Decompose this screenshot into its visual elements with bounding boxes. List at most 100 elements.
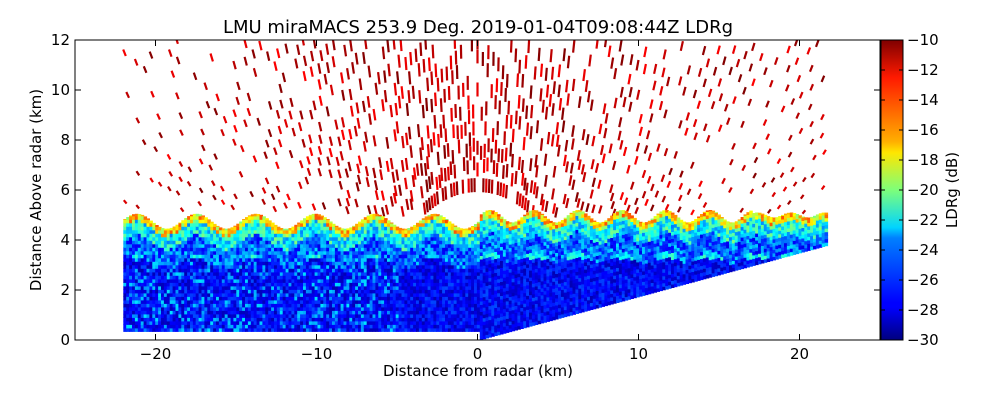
noise-speck	[664, 50, 666, 60]
noise-speck	[568, 56, 569, 69]
noise-speck	[432, 172, 433, 185]
noise-speck	[550, 94, 551, 107]
noise-speck	[333, 56, 335, 67]
noise-speck	[822, 76, 825, 82]
noise-speck	[600, 124, 602, 134]
noise-speck	[383, 47, 384, 60]
noise-speck	[126, 92, 129, 98]
noise-speck	[399, 55, 400, 68]
noise-speck	[348, 190, 350, 198]
noise-speck	[402, 206, 404, 216]
noise-speck	[704, 79, 706, 87]
noise-speck	[299, 122, 301, 131]
noise-speck	[823, 150, 826, 155]
noise-speck	[629, 102, 631, 112]
noise-speck	[503, 184, 504, 198]
noise-speck	[423, 105, 424, 118]
noise-speck	[438, 152, 439, 165]
noise-speck	[714, 67, 716, 75]
noise-speck	[822, 186, 825, 190]
noise-speck	[254, 156, 257, 163]
noise-speck	[421, 163, 422, 176]
ldr-cell	[378, 215, 382, 217]
noise-speck	[707, 59, 709, 68]
noise-speck	[691, 162, 694, 169]
noise-speck	[564, 194, 566, 204]
noise-speck	[808, 48, 811, 55]
noise-speck	[552, 67, 553, 80]
noise-speck	[523, 98, 524, 111]
noise-speck	[680, 183, 683, 189]
noise-speck	[367, 177, 369, 187]
noise-speck	[681, 41, 683, 51]
noise-speck	[253, 50, 255, 59]
noise-speck	[442, 69, 443, 83]
noise-speck	[643, 191, 646, 198]
noise-speck	[528, 40, 529, 54]
noise-speck	[787, 46, 789, 53]
noise-speck	[511, 115, 512, 129]
noise-speck	[365, 37, 367, 49]
noise-speck	[811, 173, 814, 177]
ldr-cell	[494, 212, 498, 214]
noise-speck	[718, 46, 720, 55]
noise-speck	[801, 195, 804, 199]
noise-speck	[304, 71, 306, 81]
noise-speck	[766, 101, 769, 108]
noise-speck	[269, 101, 271, 109]
noise-speck	[143, 140, 146, 145]
noise-speck	[136, 118, 139, 123]
noise-speck	[663, 196, 666, 202]
noise-speck	[662, 175, 665, 182]
noise-speck	[331, 85, 333, 95]
noise-speck	[784, 187, 787, 191]
noise-speck	[755, 157, 758, 162]
noise-speck	[159, 133, 162, 138]
noise-speck	[821, 114, 824, 119]
noise-speck	[350, 40, 352, 52]
noise-speck	[414, 168, 416, 180]
noise-speck	[545, 175, 547, 187]
noise-speck	[620, 40, 622, 51]
noise-speck	[393, 172, 395, 183]
noise-speck	[277, 49, 279, 59]
noise-speck	[654, 64, 656, 74]
noise-speck	[668, 181, 671, 188]
noise-speck	[313, 204, 316, 211]
noise-speck	[248, 93, 250, 101]
noise-speck	[417, 164, 418, 176]
noise-speck	[810, 65, 813, 72]
noise-speck	[816, 40, 819, 47]
noise-speck	[416, 49, 417, 62]
noise-speck	[307, 156, 309, 164]
noise-speck	[503, 65, 504, 79]
noise-speck	[800, 92, 803, 98]
noise-speck	[665, 148, 667, 156]
noise-speck	[733, 46, 735, 54]
noise-speck	[387, 40, 388, 53]
noise-speck	[635, 198, 638, 205]
noise-speck	[309, 135, 311, 144]
noise-speck	[180, 113, 183, 119]
noise-speck	[647, 131, 649, 140]
ldr-cell	[147, 218, 151, 220]
noise-speck	[200, 159, 203, 164]
noise-speck	[441, 124, 442, 138]
noise-speck	[297, 45, 299, 55]
noise-speck	[512, 154, 513, 167]
noise-speck	[753, 173, 756, 178]
noise-speck	[136, 205, 139, 208]
ldr-cell	[445, 219, 449, 220]
noise-speck	[778, 159, 781, 164]
noise-speck	[531, 105, 532, 118]
noise-speck	[154, 147, 157, 152]
noise-speck	[224, 116, 227, 123]
noise-speck	[619, 131, 621, 141]
noise-speck	[531, 85, 532, 98]
ldr-cell	[271, 223, 275, 224]
noise-speck	[310, 148, 312, 156]
noise-speck	[231, 205, 234, 210]
noise-speck	[511, 39, 512, 53]
noise-speck	[349, 162, 351, 171]
noise-speck	[323, 203, 326, 210]
